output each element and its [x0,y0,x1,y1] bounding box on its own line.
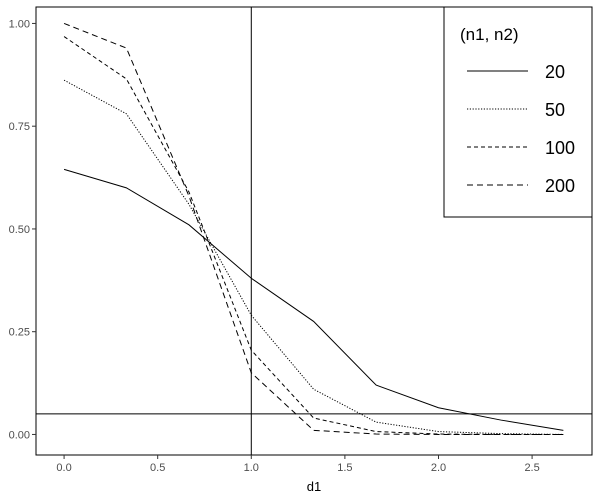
legend-label-100: 100 [545,138,575,158]
x-tick-label: 0.5 [150,462,165,474]
series-line-200 [63,22,564,435]
y-axis-ticks: 0.00 0.25 0.50 0.75 1.00 [9,18,36,441]
y-tick-label: 0.25 [9,327,30,339]
y-tick-label: 0.00 [9,429,30,441]
x-axis-title: d1 [307,479,321,494]
y-tick-label: 1.00 [9,18,30,30]
x-tick-label: 2.5 [524,462,539,474]
series-line-50 [63,79,564,435]
legend-box [443,6,593,218]
series-lines [63,22,564,435]
legend-label-200: 200 [545,176,575,196]
series-line-20 [63,168,564,431]
x-axis-ticks: 0.0 0.5 1.0 1.5 2.0 2.5 [56,455,540,474]
legend: (n1, n2) 20 50 100 200 [443,6,593,218]
y-tick-label: 0.75 [9,121,30,133]
x-tick-label: 0.0 [56,462,71,474]
plot-frame [35,6,593,456]
x-tick-label: 1.0 [244,462,259,474]
x-tick-label: 2.0 [431,462,446,474]
reference-lines [36,7,592,455]
legend-label-50: 50 [545,100,565,120]
legend-title: (n1, n2) [460,25,519,44]
x-tick-label: 1.5 [337,462,352,474]
y-tick-label: 0.50 [9,224,30,236]
legend-label-20: 20 [545,62,565,82]
